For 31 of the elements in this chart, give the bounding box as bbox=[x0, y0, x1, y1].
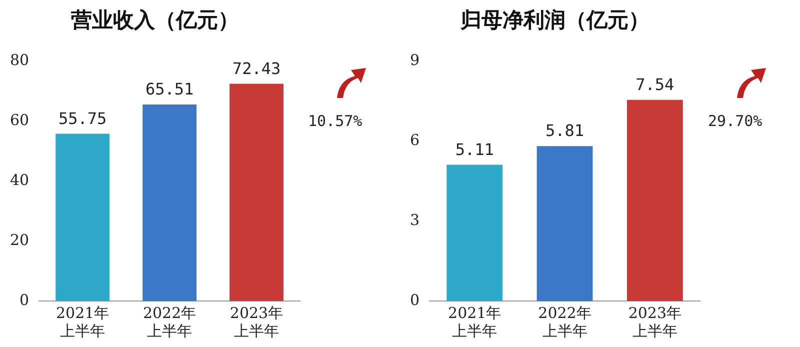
text: 10.57% bbox=[308, 112, 362, 130]
bar bbox=[446, 164, 503, 301]
bar bbox=[626, 100, 683, 301]
data-label: 7.54 bbox=[636, 75, 674, 94]
x-tick-label: 2021年上半年 bbox=[448, 304, 502, 340]
y-tick-label: 6 bbox=[410, 130, 420, 149]
x-tick-label: 2022年上半年 bbox=[142, 304, 196, 340]
bar bbox=[142, 104, 197, 301]
x-tick-label: 2023年上半年 bbox=[230, 304, 284, 340]
bar bbox=[230, 84, 284, 301]
y-tick-label: 80 bbox=[10, 50, 30, 69]
x-tick-label: 2023年上半年 bbox=[628, 304, 682, 340]
y-tick-label: 0 bbox=[20, 290, 30, 309]
data-label: 5.81 bbox=[546, 121, 584, 140]
x-tick-label: 2021年上半年 bbox=[56, 304, 110, 340]
y-tick-label: 40 bbox=[10, 170, 30, 189]
chart-title: 归母净利润（亿元） bbox=[459, 6, 650, 34]
data-label: 72.43 bbox=[232, 58, 281, 78]
data-label: 5.11 bbox=[455, 140, 494, 159]
y-tick-label: 0 bbox=[410, 290, 420, 309]
y-tick-label: 9 bbox=[410, 50, 420, 69]
y-tick-label: 60 bbox=[10, 110, 30, 129]
data-label: 65.51 bbox=[145, 80, 194, 99]
bar bbox=[56, 134, 110, 301]
y-tick-label: 20 bbox=[10, 230, 30, 249]
chart-title: 营业收入（亿元） bbox=[70, 6, 240, 34]
x-tick-label: 2022年上半年 bbox=[538, 304, 592, 340]
text: 29.70% bbox=[708, 112, 762, 130]
bar bbox=[536, 146, 593, 301]
data-label: 55.75 bbox=[58, 108, 107, 128]
y-tick-label: 3 bbox=[410, 210, 420, 229]
